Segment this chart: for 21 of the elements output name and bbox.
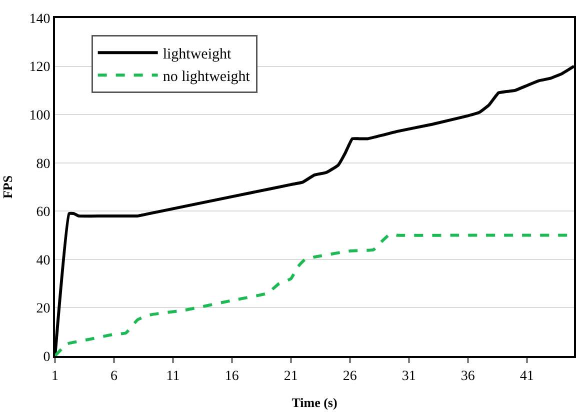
y-tick-label: 140 — [29, 12, 50, 27]
y-tick-label: 60 — [36, 205, 50, 220]
x-tick-label: 41 — [520, 368, 534, 384]
x-tick-label: 16 — [224, 368, 239, 384]
legend-label: lightweight — [162, 46, 232, 62]
x-tick-label: 1 — [52, 368, 58, 384]
x-tick-label: 21 — [284, 368, 298, 384]
y-tick-label: 40 — [36, 253, 50, 268]
y-tick-label: 100 — [29, 108, 50, 124]
x-tick-label: 36 — [460, 368, 475, 384]
x-tick-label: 31 — [402, 368, 416, 384]
x-tick-label: 11 — [166, 368, 180, 384]
y-tick-label: 80 — [36, 156, 50, 172]
y-tick-label: 0 — [43, 350, 50, 365]
x-axis-title: Time (s) — [292, 394, 338, 410]
legend-label: no lightweight — [162, 69, 251, 85]
x-tick-label: 26 — [342, 368, 357, 384]
y-tick-label: 20 — [36, 302, 50, 317]
y-axis-title: FPS — [0, 175, 15, 199]
y-tick-label: 120 — [29, 60, 50, 76]
x-tick-label: 6 — [110, 368, 118, 384]
